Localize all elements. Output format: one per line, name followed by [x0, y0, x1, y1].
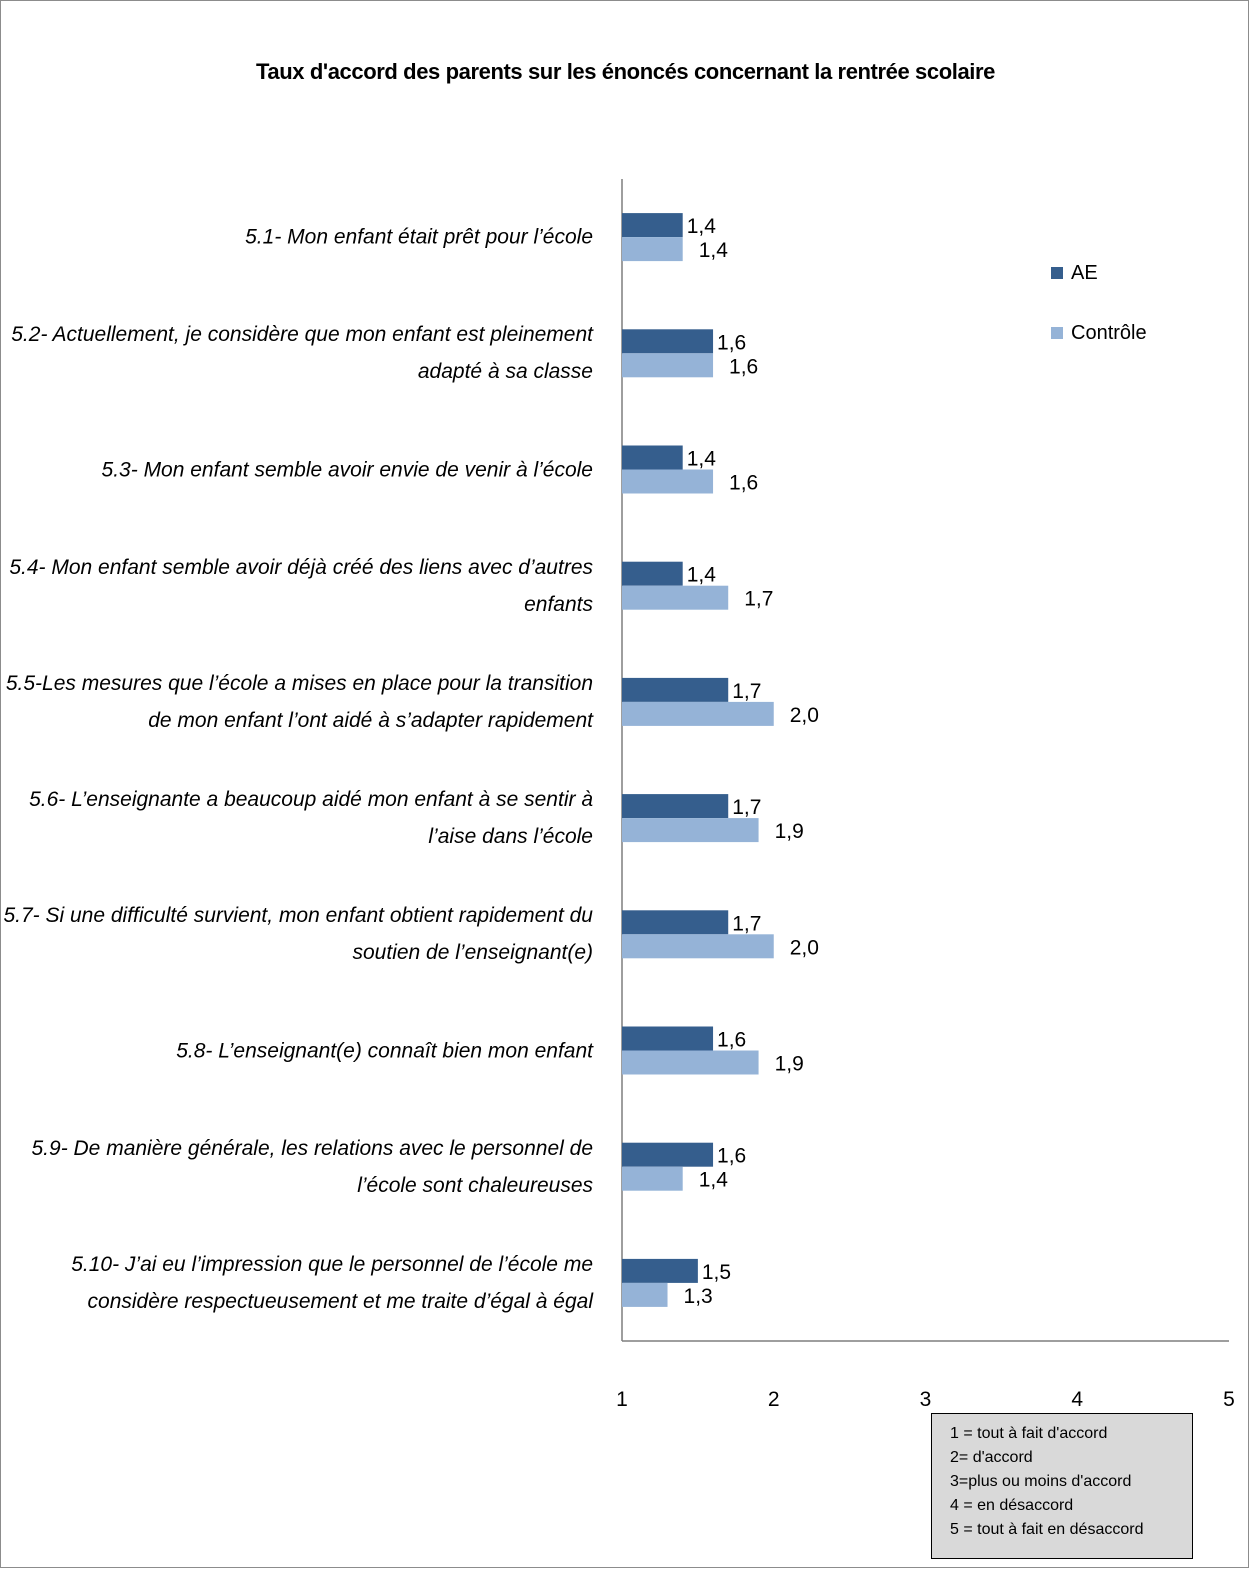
bar-ae [622, 1258, 698, 1283]
legend-item: AE [1051, 256, 1147, 290]
data-label: 1,6 [717, 1145, 746, 1168]
data-label: 1,7 [732, 796, 761, 819]
bar-controle [622, 1166, 683, 1191]
category-label: 5.9- De manière générale, les relations … [31, 1136, 594, 1197]
category-label: 5.2- Actuellement, je considère que mon … [11, 323, 593, 384]
category-label: 5.1- Mon enfant était prêt pour l’école [245, 225, 593, 249]
category-label: 5.8- L’enseignant(e) connaît bien mon en… [176, 1039, 593, 1062]
data-label: 1,4 [699, 239, 729, 262]
category-label: 5.7- Si une difficulté survient, mon enf… [3, 904, 593, 965]
x-tick-label: 2 [768, 1388, 780, 1411]
category-label: 5.4- Mon enfant semble avoir déjà créé d… [9, 555, 593, 616]
bar-controle [622, 237, 683, 262]
scale-note-line: 2= d'accord [950, 1449, 1033, 1466]
bar-ae [622, 1026, 714, 1051]
bar-ae [622, 213, 683, 238]
bar-controle [622, 818, 759, 843]
scale-note-line: 4 = en désaccord [950, 1497, 1074, 1514]
bar-controle [622, 1050, 759, 1075]
data-label: 1,6 [729, 472, 758, 495]
data-label: 1,9 [775, 1053, 804, 1076]
category-label: 5.5-Les mesures que l’école a mises en p… [5, 671, 593, 732]
bar-ae [622, 794, 729, 819]
x-tick-label: 3 [920, 1388, 932, 1411]
data-label: 1,5 [702, 1261, 731, 1284]
data-label: 1,4 [699, 1169, 729, 1192]
scale-note-line: 5 = tout à fait en désaccord [950, 1521, 1144, 1538]
bar-ae [622, 1142, 714, 1167]
x-tick-label: 5 [1223, 1388, 1235, 1411]
legend-label: AE [1071, 261, 1098, 284]
bar-ae [622, 329, 714, 354]
data-label: 1,4 [687, 215, 717, 238]
scale-note-line: 3=plus ou moins d'accord [950, 1473, 1132, 1490]
bar-ae [622, 445, 683, 470]
x-tick-label: 1 [616, 1388, 628, 1411]
chart-title: Taux d'accord des parents sur les énoncé… [256, 59, 995, 84]
bar-controle [622, 469, 714, 494]
data-label: 1,7 [732, 680, 761, 703]
category-label: 5.6- L’enseignante a beaucoup aidé mon e… [29, 788, 593, 849]
legend-swatch [1051, 327, 1063, 339]
data-label: 1,9 [775, 820, 804, 843]
bar-controle [622, 585, 729, 610]
data-label: 2,0 [790, 936, 819, 959]
legend: AE Contrôle [1051, 256, 1147, 376]
bar-controle [622, 353, 714, 378]
bar-ae [622, 561, 683, 586]
bar-controle [622, 934, 774, 959]
data-label: 1,7 [732, 912, 761, 935]
bar-ae [622, 677, 729, 702]
data-label: 1,6 [717, 331, 746, 354]
x-tick-label: 4 [1071, 1388, 1083, 1411]
data-label: 1,7 [744, 588, 773, 611]
data-label: 1,6 [729, 355, 758, 378]
bar-ae [622, 910, 729, 935]
legend-swatch [1051, 267, 1063, 279]
data-label: 2,0 [790, 704, 819, 727]
data-label: 1,4 [687, 448, 717, 471]
data-label: 1,4 [687, 564, 717, 587]
data-label: 1,3 [684, 1285, 713, 1308]
bar-controle [622, 701, 774, 726]
legend-label: Contrôle [1071, 321, 1147, 344]
category-label: 5.10- J’ai eu l’impression que le person… [71, 1252, 593, 1313]
scale-note-box: 1 = tout à fait d'accord 2= d'accord 3=p… [931, 1413, 1193, 1559]
scale-note-line: 1 = tout à fait d'accord [950, 1425, 1108, 1442]
data-label: 1,6 [717, 1029, 746, 1052]
legend-item: Contrôle [1051, 316, 1147, 350]
category-label: 5.3- Mon enfant semble avoir envie de ve… [101, 458, 593, 481]
bar-controle [622, 1282, 668, 1307]
